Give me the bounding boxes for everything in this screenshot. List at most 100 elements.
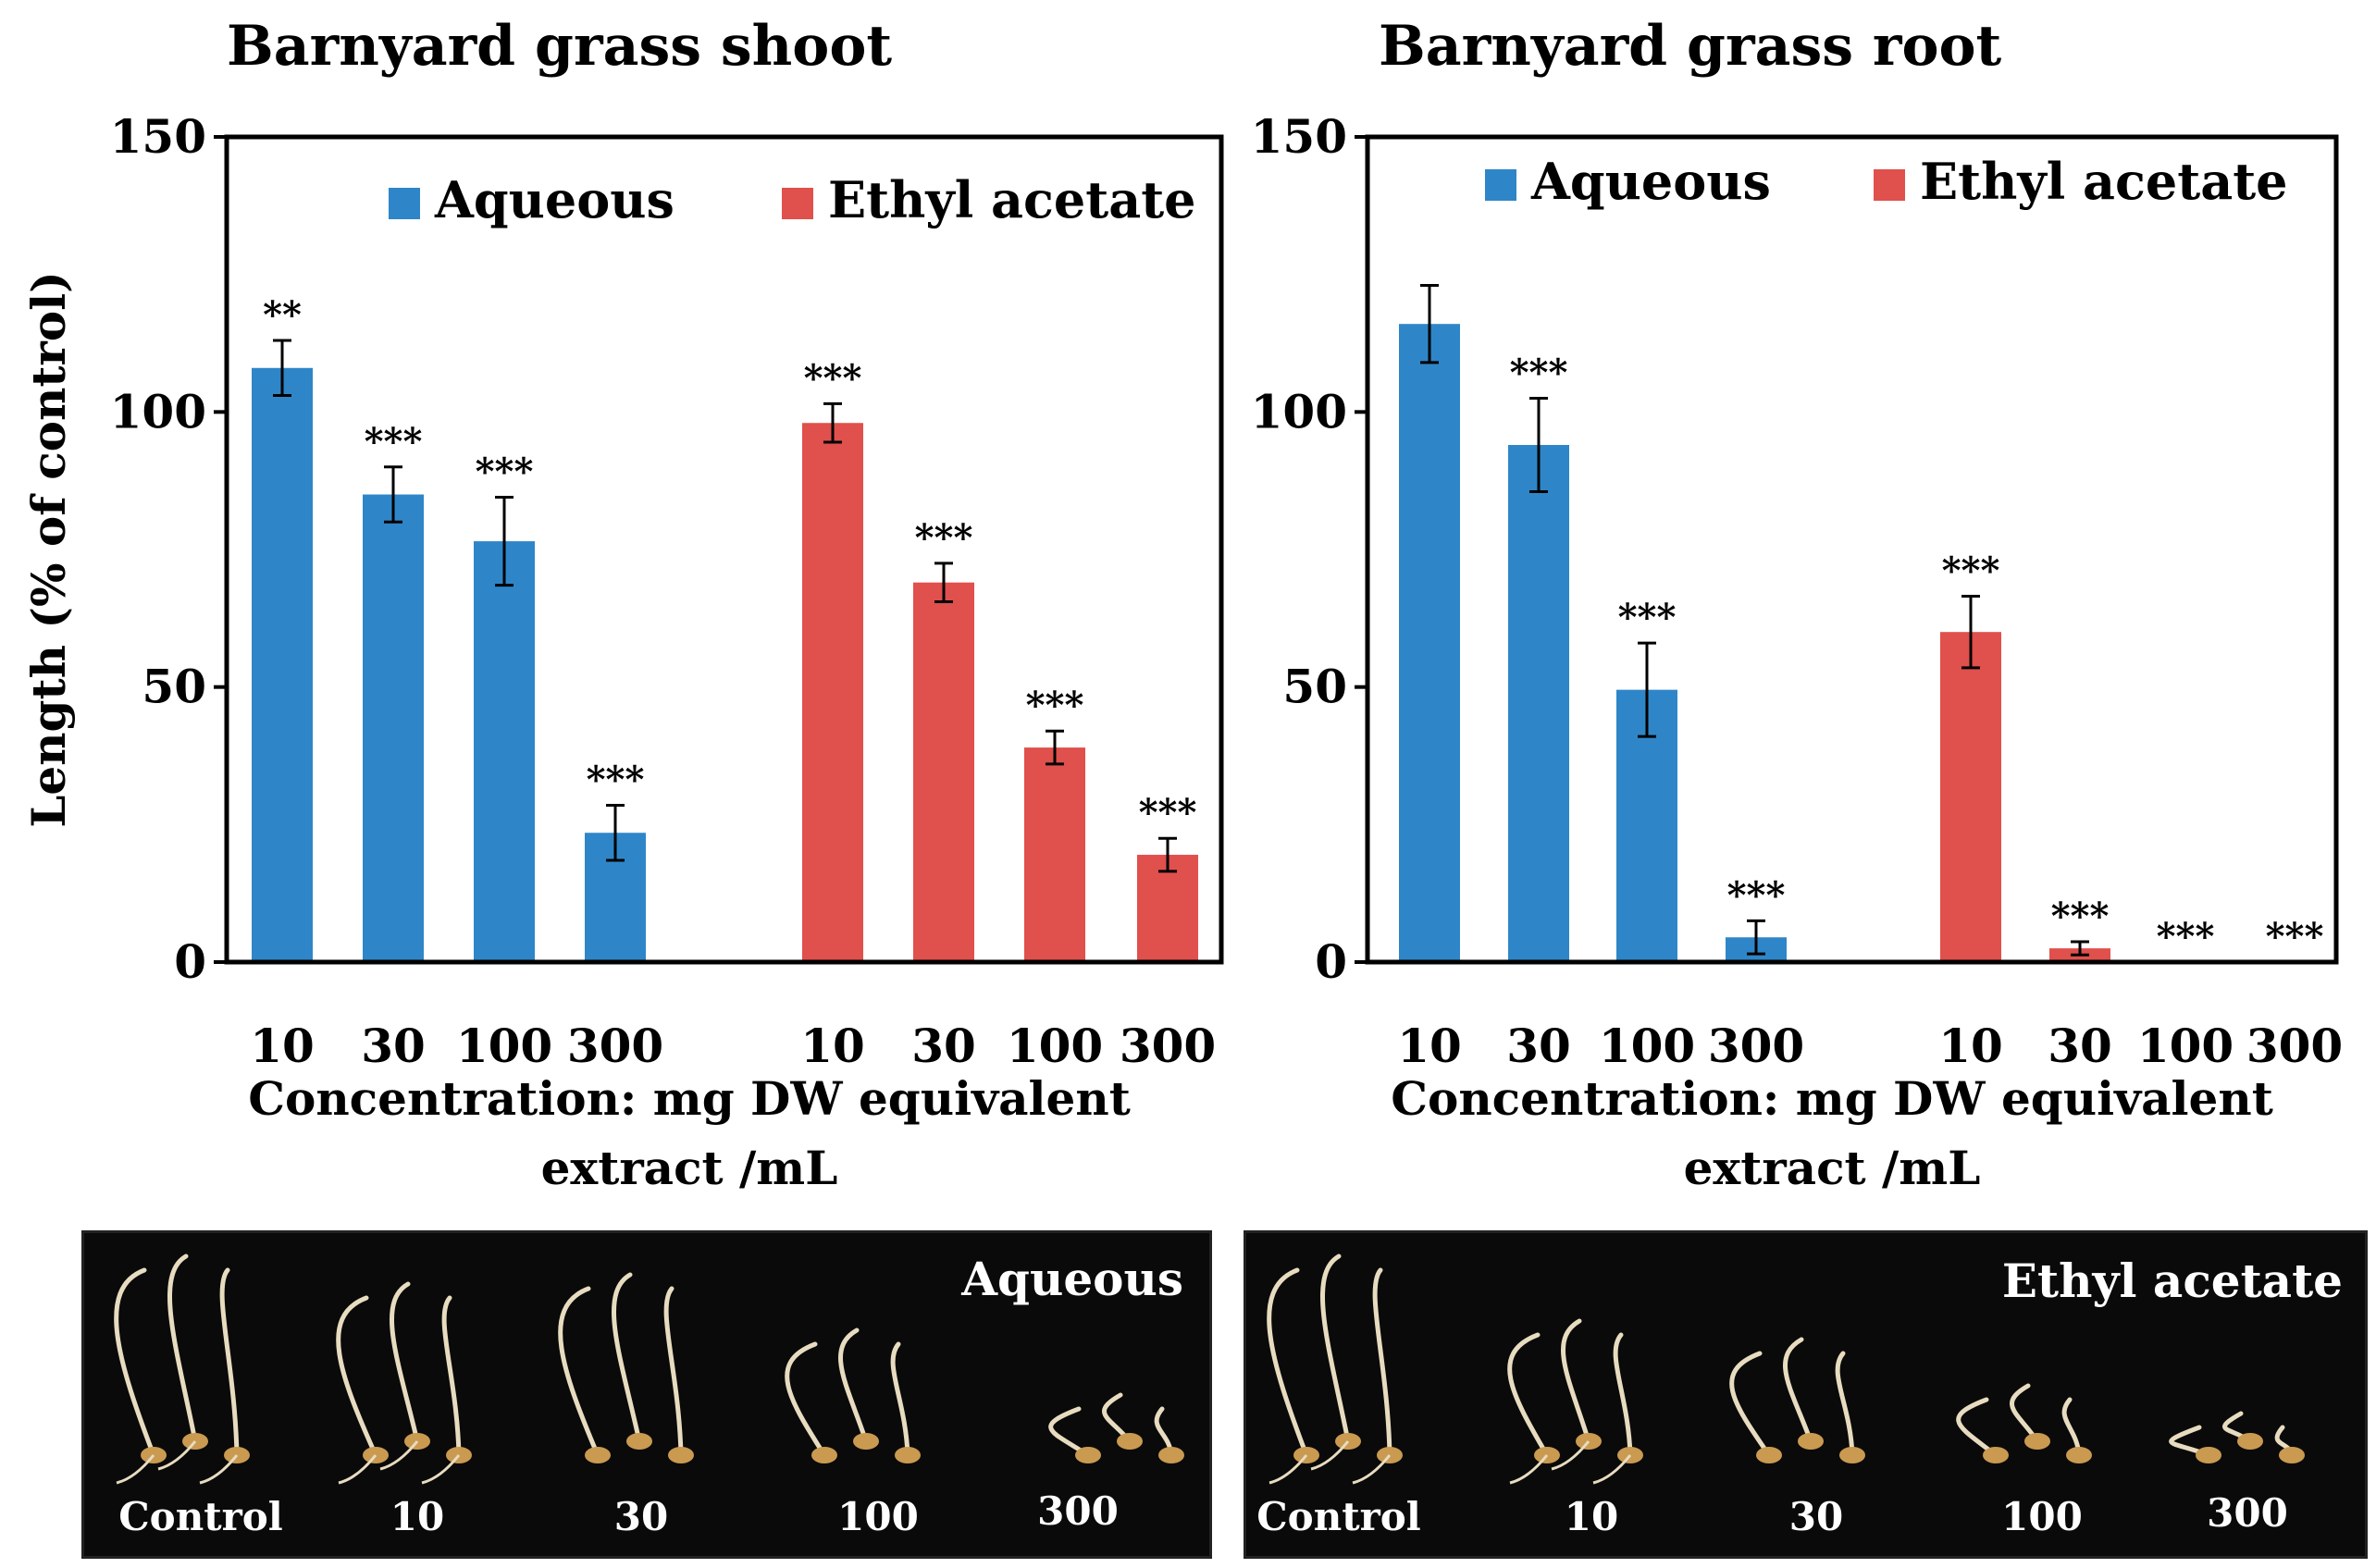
seedling-root	[379, 1440, 419, 1471]
seedling-shoot	[558, 1286, 600, 1458]
legend-label: Aqueous	[434, 170, 674, 229]
bar	[1024, 747, 1085, 962]
photo-label-30: 30	[613, 1494, 669, 1539]
seedling-shoot	[1613, 1332, 1633, 1458]
seedling-root	[116, 1454, 155, 1485]
seedling-shoot	[336, 1295, 378, 1458]
seedling-shoot	[785, 1341, 827, 1458]
y-tick-label: 100	[1251, 384, 1347, 438]
chart-1: Barnyard grass root 10 *** 30 *** 100 *** 300 **…	[1251, 14, 2344, 1195]
significance-label: **	[263, 293, 302, 337]
seedling-root	[1352, 1454, 1392, 1485]
seed	[2196, 1447, 2221, 1463]
x-tick-label: 30	[911, 1019, 976, 1073]
seedling-root	[199, 1454, 239, 1485]
photo-title: Aqueous	[961, 1252, 1183, 1306]
seed	[895, 1447, 921, 1463]
bar	[1940, 632, 2001, 962]
seedling-root	[1310, 1440, 1350, 1471]
seed	[1798, 1433, 1824, 1450]
seedling-shoot	[1372, 1267, 1392, 1458]
y-axis-label: Length (% of control)	[21, 271, 76, 828]
seedlings-image	[114, 1253, 1184, 1485]
seedling-shoot	[1835, 1351, 1855, 1458]
photo-label-10: 10	[1564, 1494, 1619, 1539]
seedling-shoot	[167, 1253, 198, 1444]
x-tick-label: 30	[2048, 1019, 2112, 1073]
significance-label: ***	[804, 356, 862, 400]
seed	[2279, 1447, 2305, 1463]
seed	[1983, 1447, 2009, 1463]
significance-label: ***	[1139, 791, 1197, 834]
bar	[363, 494, 424, 962]
seedling-shoot	[2061, 1397, 2082, 1458]
seedling-shoot	[114, 1267, 156, 1458]
seedling-shoot	[1729, 1351, 1772, 1458]
seed	[2066, 1447, 2092, 1463]
seed	[811, 1447, 837, 1463]
chart-title: Barnyard grass root	[1379, 14, 2002, 79]
bar	[474, 541, 535, 962]
seedling-shoot	[1267, 1267, 1309, 1458]
seedling-shoot	[1561, 1318, 1591, 1444]
seed	[1158, 1447, 1184, 1463]
seedling-root	[157, 1440, 197, 1471]
seedling-shoot	[890, 1341, 910, 1458]
x-tick-label: 30	[1506, 1019, 1571, 1073]
x-axis-label: Concentration: mg DW equivalent	[248, 1071, 1131, 1126]
photo-label-30: 30	[1788, 1494, 1844, 1539]
legend-swatch	[782, 188, 813, 219]
y-tick-label: 150	[1251, 109, 1347, 164]
seed	[585, 1447, 611, 1463]
legend-swatch	[1874, 169, 1905, 201]
x-tick-label: 30	[361, 1019, 426, 1073]
seedling-root	[338, 1454, 377, 1485]
x-tick-label: 10	[1938, 1019, 2003, 1073]
x-tick-label: 300	[2246, 1019, 2343, 1073]
legend-label: Ethyl acetate	[828, 170, 1196, 229]
y-tick-label: 0	[174, 934, 206, 989]
photo-title: Ethyl acetate	[2001, 1253, 2343, 1308]
bar	[252, 367, 313, 962]
x-tick-label: 100	[456, 1019, 552, 1073]
seedling-shoot	[2010, 1383, 2040, 1444]
significance-label: ***	[1942, 549, 2000, 593]
y-tick-label: 100	[110, 384, 206, 438]
significance-label: ***	[1618, 596, 1677, 639]
seedling-root	[1592, 1454, 1632, 1485]
x-tick-label: 10	[800, 1019, 865, 1073]
seed	[1839, 1447, 1865, 1463]
significance-label: ***	[365, 420, 423, 463]
significance-label: ***	[476, 451, 534, 494]
x-tick-label: 100	[1599, 1019, 1695, 1073]
seedlings-image	[1267, 1253, 2305, 1485]
seedling-shoot	[1048, 1406, 1091, 1458]
photo-label-100: 100	[837, 1494, 919, 1539]
plot-frame	[1365, 134, 2339, 965]
significance-label: ***	[2051, 895, 2110, 938]
seed	[2237, 1433, 2263, 1450]
x-axis-label: extract /mL	[541, 1141, 838, 1195]
bar	[1399, 324, 1460, 963]
seed	[1117, 1433, 1143, 1450]
seedling-shoot	[612, 1272, 642, 1444]
x-tick-label: 300	[1120, 1019, 1216, 1073]
x-tick-label: 10	[1397, 1019, 1462, 1073]
seed	[1075, 1447, 1101, 1463]
seedling-shoot	[1956, 1397, 1999, 1458]
photo-label-100: 100	[2001, 1494, 2083, 1539]
significance-label: ***	[915, 516, 973, 560]
legend-swatch	[389, 188, 420, 219]
photo-panel-ethyl-acetate: Ethyl acetate Control 10 30 100 300	[1244, 1230, 2368, 1559]
bar	[1508, 445, 1569, 963]
photo-label-control: Control	[1256, 1494, 1421, 1539]
seedling-shoot	[1507, 1332, 1550, 1458]
legend-label: Ethyl acetate	[1920, 152, 2288, 211]
seedling-root	[421, 1454, 461, 1485]
seedling-shoot	[441, 1295, 462, 1458]
significance-label: ***	[1026, 684, 1084, 727]
seedling-shoot	[838, 1327, 869, 1444]
significance-label: ***	[2266, 915, 2324, 958]
photo-label-control: Control	[118, 1494, 283, 1539]
